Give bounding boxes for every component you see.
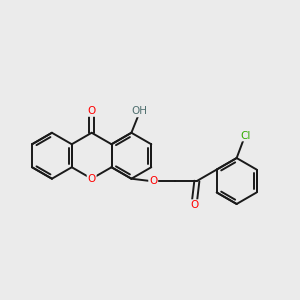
- Text: O: O: [149, 176, 157, 186]
- Text: O: O: [190, 200, 199, 210]
- Text: O: O: [88, 106, 96, 116]
- Text: OH: OH: [131, 106, 147, 116]
- Text: Cl: Cl: [241, 130, 251, 140]
- Text: O: O: [88, 174, 96, 184]
